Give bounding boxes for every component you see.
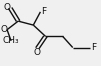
Text: F: F: [91, 43, 96, 52]
Text: CH₃: CH₃: [3, 36, 19, 45]
Text: O: O: [34, 48, 41, 57]
Text: O: O: [0, 25, 7, 34]
Text: O: O: [3, 3, 10, 12]
Text: F: F: [41, 7, 47, 16]
